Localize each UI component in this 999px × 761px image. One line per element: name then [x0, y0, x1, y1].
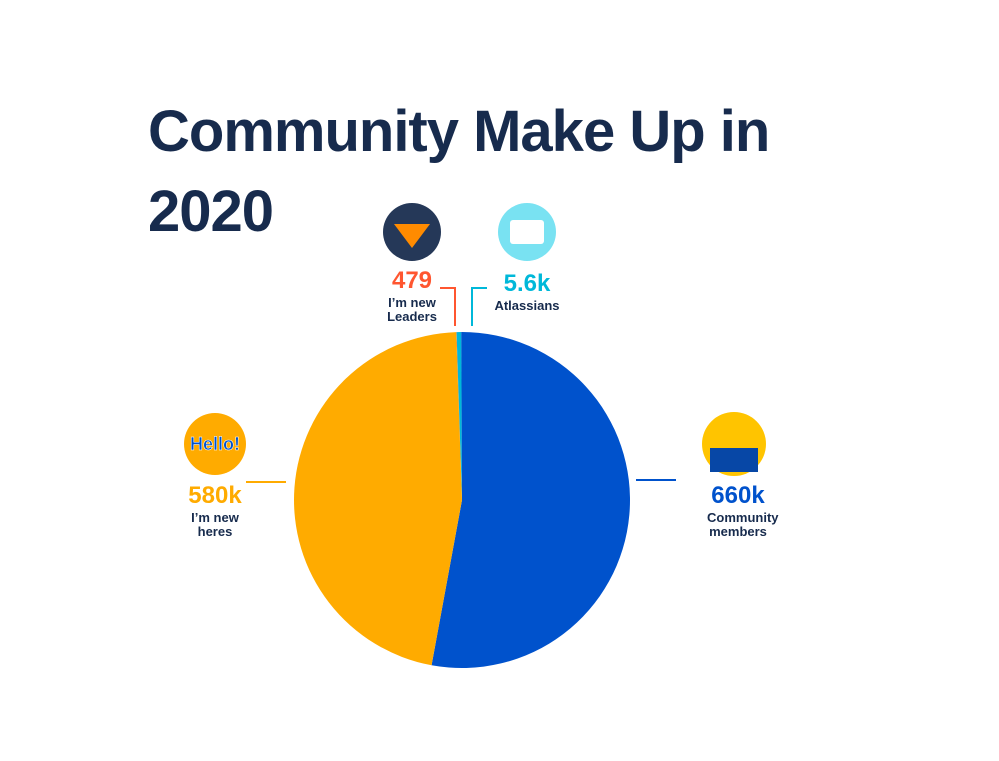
connector [471, 287, 487, 326]
slice-label: 5.6k Atlassians [487, 271, 567, 313]
pie-slice [456, 332, 462, 500]
pie-slice [456, 332, 462, 500]
gem [394, 224, 430, 248]
category-label: Community members [707, 510, 779, 539]
value-label: 5.6k [503, 270, 551, 297]
chart-title: Community Make Up in 2020 [148, 99, 770, 244]
hello-text: Hello! [190, 434, 240, 454]
slice-label: 479 I’m new Leaders [377, 268, 447, 324]
category-label: I’m new Leaders [387, 295, 437, 324]
crowd [710, 448, 758, 472]
value-label: 479 [391, 267, 433, 294]
value-label: 580k [188, 482, 242, 509]
connector [440, 287, 456, 326]
category-label: I’m new heres [191, 510, 239, 539]
slice-label: 580k I’m new heres [175, 483, 255, 539]
pie-slice [294, 332, 462, 666]
badge [510, 220, 544, 244]
slice-label: 660k Community members [693, 483, 783, 539]
value-label: 660k [711, 482, 765, 509]
hello-icon [184, 413, 246, 475]
pie-slice [431, 331, 630, 669]
category-label: Atlassians [494, 298, 560, 313]
